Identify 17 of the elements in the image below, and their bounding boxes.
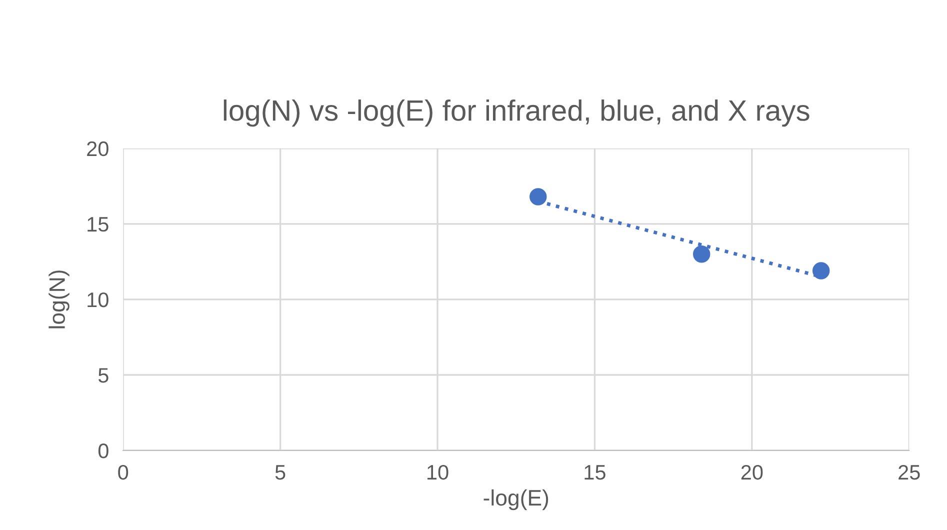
x-tick-label: 10 [428,464,448,480]
point [530,188,547,206]
y-axis-title: log(N) [48,270,70,328]
chart-title: log(N) vs -log(E) for infrared, blue, and X rays [224,99,810,127]
x-axis-title: -log(E) [484,489,548,510]
y-tick-label: 0 [98,444,108,458]
y-tick-label: 15 [88,217,108,232]
point [812,262,830,280]
x-tick-label: 0 [118,464,128,480]
y-tick-label: 5 [98,368,108,383]
x-tick-label: 5 [275,465,286,480]
x-tick-label: 15 [584,465,606,480]
x-tick-label: 20 [741,464,763,480]
y-tick-label: 20 [87,141,108,156]
y-tick-label: 10 [88,292,108,308]
x-tick-label: 25 [898,464,920,480]
point [693,246,710,263]
